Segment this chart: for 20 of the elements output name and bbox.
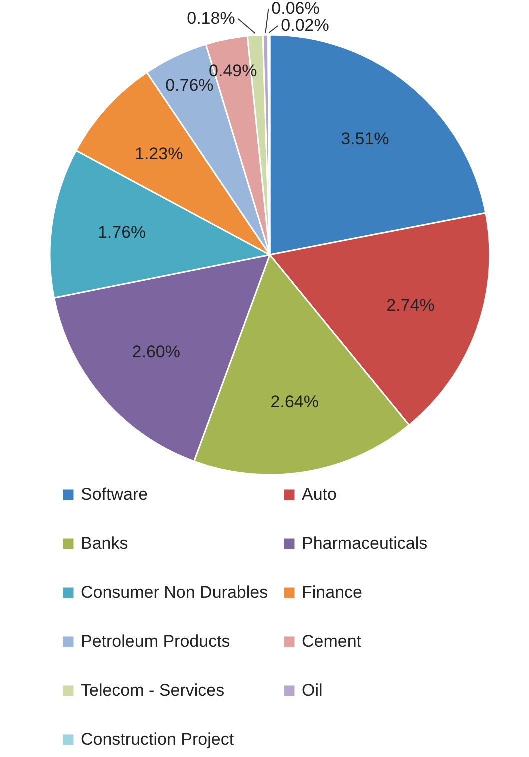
legend-label: Cement (302, 632, 362, 651)
data-label: 0.06% (272, 0, 320, 18)
data-label: 2.64% (270, 392, 319, 412)
data-label: 1.23% (135, 144, 184, 164)
legend-label: Petroleum Products (81, 632, 230, 651)
legend-label: Consumer Non Durables (81, 583, 268, 602)
legend-label: Construction Project (81, 730, 234, 749)
legend-label: Software (81, 485, 148, 504)
data-label: 0.18% (187, 9, 236, 28)
legend-label: Auto (302, 485, 337, 504)
legend-label: Oil (302, 681, 323, 700)
data-label: 2.74% (386, 296, 435, 315)
legend-label: Pharmaceuticals (302, 534, 428, 553)
legend-label: Finance (302, 583, 362, 602)
data-label: 1.76% (98, 222, 146, 242)
legend-label: Banks (81, 534, 128, 553)
legend-label: Telecom - Services (81, 681, 225, 700)
data-label: 3.51% (341, 130, 390, 149)
data-label: 0.02% (281, 16, 330, 35)
data-label: 2.60% (132, 342, 180, 362)
